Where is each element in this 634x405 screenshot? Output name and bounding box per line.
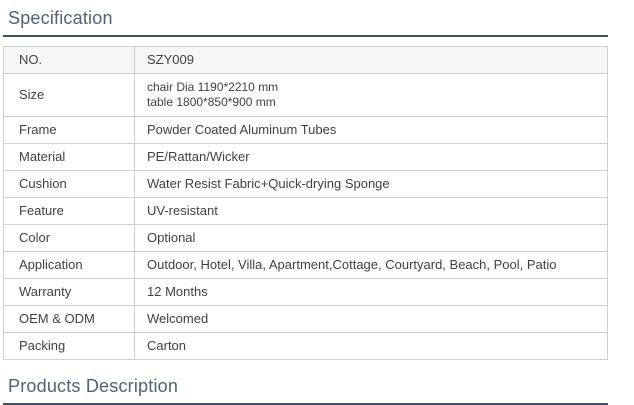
spec-label-oem-odm: OEM & ODM xyxy=(3,305,135,333)
spec-label-size: Size xyxy=(3,73,135,117)
spec-label-application: Application xyxy=(3,251,135,279)
spec-value-application: Outdoor, Hotel, Villa, Apartment,Cottage… xyxy=(134,251,608,279)
spec-value-packing: Carton xyxy=(134,332,608,360)
spec-value-oem-odm: Welcomed xyxy=(134,305,608,333)
spec-value-size: chair Dia 1190*2210 mm table 1800*850*90… xyxy=(134,73,608,117)
spec-value-warranty: 12 Months xyxy=(134,278,608,306)
spec-label-feature: Feature xyxy=(3,197,135,225)
spec-row-warranty: Warranty 12 Months xyxy=(3,278,608,306)
spec-label-cushion: Cushion xyxy=(3,170,135,198)
spec-label-color: Color xyxy=(3,224,135,252)
spec-label-packing: Packing xyxy=(3,332,135,360)
spec-label-material: Material xyxy=(3,143,135,171)
spec-row-frame: Frame Powder Coated Aluminum Tubes xyxy=(3,116,608,144)
spec-label-frame: Frame xyxy=(3,116,135,144)
products-description-section-title: Products Description xyxy=(3,373,608,405)
spec-row-packing: Packing Carton xyxy=(3,332,608,360)
spec-value-feature: UV-resistant xyxy=(134,197,608,225)
specification-table: NO. SZY009 Size chair Dia 1190*2210 mm t… xyxy=(3,46,608,360)
spec-value-frame: Powder Coated Aluminum Tubes xyxy=(134,116,608,144)
spec-value-no: SZY009 xyxy=(134,46,608,74)
spec-label-warranty: Warranty xyxy=(3,278,135,306)
spec-row-color: Color Optional xyxy=(3,224,608,252)
spec-value-cushion: Water Resist Fabric+Quick-drying Sponge xyxy=(134,170,608,198)
spec-label-no: NO. xyxy=(3,46,135,74)
spec-row-oem-odm: OEM & ODM Welcomed xyxy=(3,305,608,333)
spec-row-feature: Feature UV-resistant xyxy=(3,197,608,225)
spec-value-material: PE/Rattan/Wicker xyxy=(134,143,608,171)
specification-section-title: Specification xyxy=(3,5,608,37)
spec-row-application: Application Outdoor, Hotel, Villa, Apart… xyxy=(3,251,608,279)
spec-row-no: NO. SZY009 xyxy=(3,46,608,74)
spec-row-cushion: Cushion Water Resist Fabric+Quick-drying… xyxy=(3,170,608,198)
spec-row-material: Material PE/Rattan/Wicker xyxy=(3,143,608,171)
spec-value-color: Optional xyxy=(134,224,608,252)
spec-row-size: Size chair Dia 1190*2210 mm table 1800*8… xyxy=(3,73,608,117)
